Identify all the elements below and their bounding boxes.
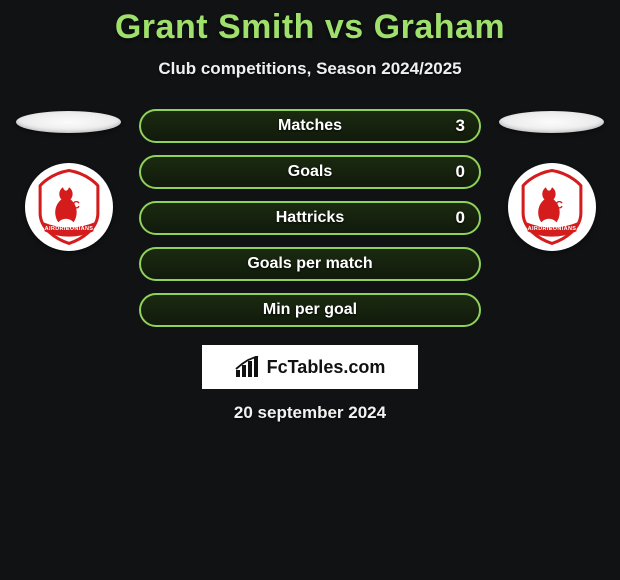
stat-right-value: 3 — [456, 111, 465, 141]
stat-right-value: 0 — [456, 203, 465, 233]
stats-rows: Matches 3 Goals 0 Hattricks 0 Goals per … — [139, 109, 481, 327]
stat-label: Goals per match — [247, 255, 372, 273]
stat-row-hattricks: Hattricks 0 — [139, 201, 481, 235]
photo-placeholder-left — [16, 111, 121, 133]
svg-text:AIRDRIEONIANS: AIRDRIEONIANS — [527, 226, 576, 232]
svg-text:AFC: AFC — [58, 200, 80, 212]
svg-text:AFC: AFC — [541, 200, 563, 212]
photo-placeholder-right — [499, 111, 604, 133]
stat-row-goals: Goals 0 — [139, 155, 481, 189]
stat-label: Goals — [288, 163, 332, 181]
watermark-text: FcTables.com — [267, 357, 386, 378]
comparison-body: AFC AIRDRIEONIANS Matches 3 Goals 0 Hatt… — [0, 109, 620, 327]
club-crest-icon: AFC AIRDRIEONIANS — [31, 169, 107, 245]
stat-right-value: 0 — [456, 157, 465, 187]
stat-row-min-per-goal: Min per goal — [139, 293, 481, 327]
comparison-card: Grant Smith vs Graham Club competitions,… — [0, 0, 620, 423]
date-label: 20 september 2024 — [0, 403, 620, 423]
watermark-box: FcTables.com — [202, 345, 418, 389]
stat-label: Min per goal — [263, 301, 357, 319]
svg-text:AIRDRIEONIANS: AIRDRIEONIANS — [44, 226, 93, 232]
page-title: Grant Smith vs Graham — [0, 8, 620, 47]
stat-label: Hattricks — [276, 209, 344, 227]
club-badge-right: AFC AIRDRIEONIANS — [508, 163, 596, 251]
player-right-column: AFC AIRDRIEONIANS — [499, 109, 604, 251]
stat-row-matches: Matches 3 — [139, 109, 481, 143]
player-left-column: AFC AIRDRIEONIANS — [16, 109, 121, 251]
club-badge-left: AFC AIRDRIEONIANS — [25, 163, 113, 251]
stat-label: Matches — [278, 117, 342, 135]
stat-row-goals-per-match: Goals per match — [139, 247, 481, 281]
subtitle: Club competitions, Season 2024/2025 — [0, 59, 620, 79]
bars-icon — [235, 356, 261, 378]
club-crest-icon: AFC AIRDRIEONIANS — [514, 169, 590, 245]
